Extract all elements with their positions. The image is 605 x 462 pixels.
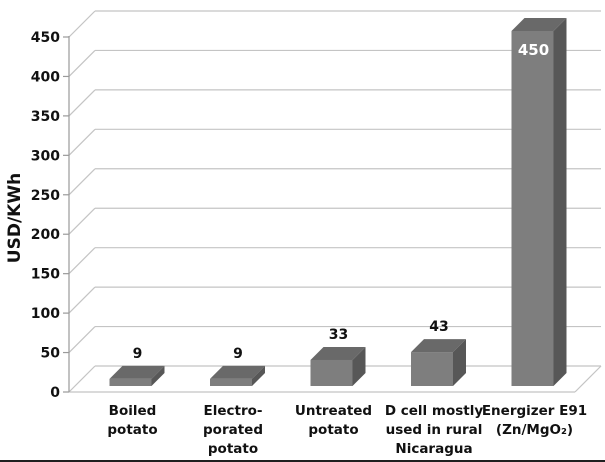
bar-side-face xyxy=(352,346,366,386)
y-gridline-diagonal xyxy=(68,50,96,77)
bar-3d-column: 43 xyxy=(411,319,466,386)
y-tick-label: 100 xyxy=(31,306,60,322)
bar-top-face xyxy=(310,346,366,360)
bar-side-face xyxy=(151,365,165,386)
y-gridline-diagonal xyxy=(68,247,96,275)
bar-side-face xyxy=(453,339,466,386)
y-gridline-diagonal xyxy=(68,286,96,314)
bar-top-face xyxy=(109,365,165,379)
y-gridline-diagonal xyxy=(68,365,96,393)
category-label-line: used in rural xyxy=(386,422,483,438)
bar-top-face xyxy=(511,18,567,31)
y-gridline-diagonal xyxy=(68,326,96,353)
category-label: Electro-porated potato xyxy=(203,403,263,457)
bar-side-face xyxy=(553,18,567,386)
bar-data-label: 450 xyxy=(518,41,549,59)
category-label-line: Electro- xyxy=(204,403,263,419)
bar-data-label: 9 xyxy=(133,346,143,362)
bar-front-face xyxy=(210,378,252,386)
bar-3d-column: 9 xyxy=(210,346,265,386)
bar-data-label: 43 xyxy=(429,319,448,335)
category-label-line: potato xyxy=(208,441,258,457)
bar-top-face xyxy=(210,365,265,379)
bottom-border-line xyxy=(0,460,605,462)
category-label-line: Boiled xyxy=(109,403,157,419)
y-tick-label: 400 xyxy=(31,69,60,85)
bar-3d-column: 9 xyxy=(109,346,165,386)
y-gridline-diagonal xyxy=(68,89,96,117)
category-label-line: Energizer E91 xyxy=(482,403,587,419)
category-label: Boiled potato xyxy=(107,403,157,438)
y-gridline-diagonal xyxy=(68,10,96,38)
bar-data-label: 9 xyxy=(233,346,243,362)
y-axis-title: USD/KWh xyxy=(5,173,25,263)
category-label: Untreated potato xyxy=(295,403,372,438)
y-gridline-diagonal xyxy=(68,128,96,156)
y-tick-label: 450 xyxy=(31,30,60,46)
bar-front-face xyxy=(109,378,152,386)
category-label-line: (Zn/MgO₂) xyxy=(496,422,573,438)
y-tick-label: 200 xyxy=(31,227,60,243)
bar-3d-column: 450 xyxy=(511,18,567,386)
y-tick-label: 50 xyxy=(41,346,61,362)
category-label-line: Untreated xyxy=(295,403,372,419)
y-tick-label: 0 xyxy=(50,385,60,401)
chart-floor-right-edge xyxy=(574,365,602,393)
category-label-line: D cell mostly xyxy=(385,403,483,419)
category-label-line: Nicaragua xyxy=(395,441,472,457)
bar-top-face xyxy=(411,339,466,353)
y-tick-label: 150 xyxy=(31,267,60,283)
category-label-line: porated xyxy=(203,422,263,438)
y-tick-label: 350 xyxy=(31,109,60,125)
bar-front-face xyxy=(310,359,353,386)
y-gridline-diagonal xyxy=(68,207,96,235)
category-label: D cell mostly used in rural Nicaragua xyxy=(385,403,483,457)
bar-side-face xyxy=(252,365,265,386)
bar-3d-column: 33 xyxy=(310,327,366,386)
category-label: Energizer E91 (Zn/MgO₂) xyxy=(482,403,587,438)
category-label-line: potato xyxy=(308,422,358,438)
y-gridline-diagonal xyxy=(68,168,96,196)
bar-front-face xyxy=(511,31,554,386)
y-tick-label: 300 xyxy=(31,148,60,164)
category-label-line: potato xyxy=(107,422,157,438)
bar-data-label: 33 xyxy=(329,327,348,343)
bar-front-face xyxy=(411,352,453,386)
y-tick-label: 250 xyxy=(31,188,60,204)
